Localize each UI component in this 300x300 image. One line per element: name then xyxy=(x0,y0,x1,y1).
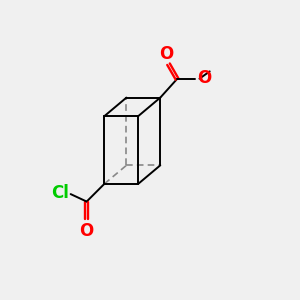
Text: O: O xyxy=(197,69,211,87)
Text: O: O xyxy=(80,222,94,240)
Text: O: O xyxy=(160,45,174,63)
Text: Cl: Cl xyxy=(52,184,70,202)
